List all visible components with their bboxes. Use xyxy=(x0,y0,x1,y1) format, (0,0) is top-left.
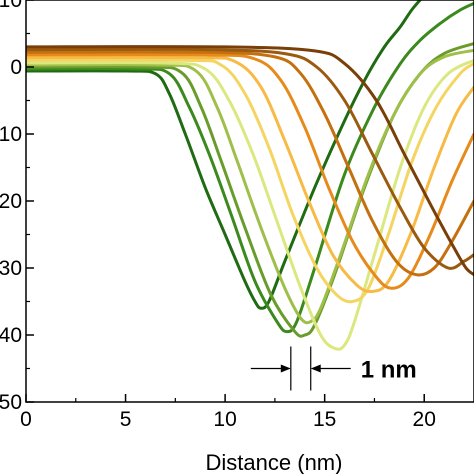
y-tick-label: 0 xyxy=(10,56,22,79)
series-line-4 xyxy=(26,48,474,325)
series-layer xyxy=(26,0,474,351)
series-line-2 xyxy=(26,1,474,334)
annotation-layer: 1 nm xyxy=(250,346,417,391)
y-tick-label: 10 xyxy=(0,0,22,12)
y-tick-label: -10 xyxy=(0,123,22,146)
y-tick-label: -20 xyxy=(0,190,22,213)
x-axis-title: Distance (nm) xyxy=(206,450,343,474)
series-line-7 xyxy=(26,55,474,294)
series-line-6 xyxy=(26,58,474,304)
x-tick-label: 10 xyxy=(213,408,236,431)
ticks-layer: 0 5 10 15 20 10 0 -10 -20 -30 -40 -50 xyxy=(0,0,436,431)
arrow-right-head xyxy=(310,364,321,373)
x-tick-label: 0 xyxy=(20,408,32,431)
series-line-8 xyxy=(26,53,474,290)
y-tick-label: -30 xyxy=(0,257,22,280)
series-line-11 xyxy=(26,45,474,277)
x-tick-label: 20 xyxy=(413,408,436,431)
x-tick-label: 15 xyxy=(313,408,336,431)
arrow-left-head xyxy=(280,364,291,373)
series-line-1 xyxy=(26,0,423,310)
series-line-5 xyxy=(26,58,474,351)
y-tick-label: -40 xyxy=(0,324,22,347)
x-tick-label: 5 xyxy=(120,408,132,431)
annotation-label: 1 nm xyxy=(361,357,417,384)
series-line-10 xyxy=(26,47,474,270)
y-tick-label: -50 xyxy=(0,391,22,414)
series-line-9 xyxy=(26,50,474,277)
